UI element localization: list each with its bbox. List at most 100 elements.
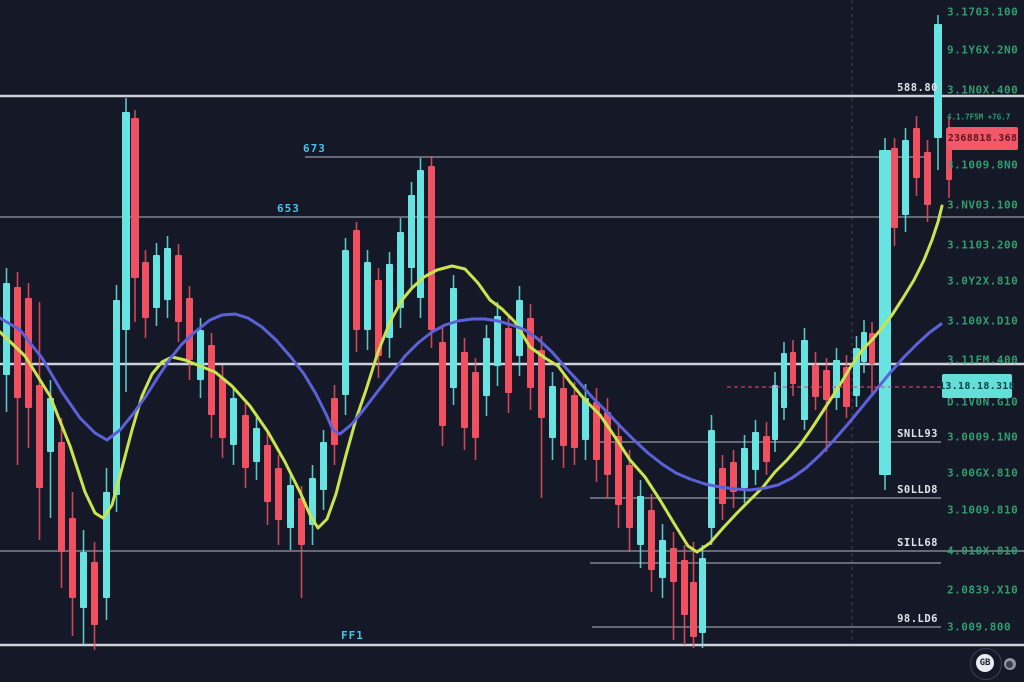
candle-body xyxy=(69,518,76,598)
candle-body xyxy=(230,398,237,445)
candle-body xyxy=(571,395,578,448)
candle-body xyxy=(450,288,457,388)
candle-body xyxy=(781,353,787,408)
candle-body xyxy=(186,298,193,360)
candle-body xyxy=(699,558,706,633)
line-label: S0LLD8 xyxy=(897,484,938,496)
candle-body xyxy=(417,170,424,298)
candle-body xyxy=(763,436,770,462)
candle-body xyxy=(253,428,260,462)
price-axis-label: 3.00GX.810 xyxy=(947,466,1019,480)
price-axis-label: 4.1.7F5M +7G.7 xyxy=(947,112,1011,122)
candle-body xyxy=(342,250,349,395)
candle-body xyxy=(527,318,534,388)
candle-body xyxy=(142,262,149,318)
price-axis-label: 4.010X.810 xyxy=(947,544,1019,558)
candle-body xyxy=(505,328,512,393)
candle-body xyxy=(752,432,759,470)
candle-body xyxy=(494,316,501,366)
candle-body xyxy=(772,385,778,440)
candle-body xyxy=(879,150,891,475)
candle-body xyxy=(208,345,215,415)
price-axis-label: 3.1009.8N0 xyxy=(947,158,1019,172)
candle-body xyxy=(428,166,435,330)
candle-body xyxy=(439,342,446,426)
price-axis-label: 3.1009.810 xyxy=(947,503,1019,517)
logo-button-icon[interactable]: GB xyxy=(976,654,994,672)
candle-body xyxy=(801,340,808,420)
candle-body xyxy=(593,402,600,460)
candle-body xyxy=(812,365,819,397)
candle-body xyxy=(320,442,327,490)
candle-body xyxy=(58,442,65,552)
line-label: 98.LD6 xyxy=(897,613,938,625)
candle-body xyxy=(549,386,556,438)
candle-body xyxy=(538,350,545,418)
candle-body xyxy=(626,465,633,528)
signal-price-tag-cyan: 13.18.18.318 xyxy=(939,374,1015,398)
price-axis-label: 3.0009.1N0 xyxy=(947,430,1019,444)
price-axis-label: 3.100X.D10 xyxy=(947,314,1019,328)
line-label: SILL68 xyxy=(897,537,938,549)
candle-body xyxy=(242,415,249,468)
candle-body xyxy=(80,552,87,608)
candle-body xyxy=(461,352,468,428)
candle-body xyxy=(730,462,737,492)
candle-body xyxy=(153,255,160,308)
candle-body xyxy=(560,388,567,446)
candle-body xyxy=(113,300,120,495)
chart-logo-buttons: GB xyxy=(962,648,1022,680)
candle-body xyxy=(91,562,98,625)
candle-body xyxy=(197,330,204,380)
candle-body xyxy=(364,262,371,330)
level-label: 673 xyxy=(303,142,326,155)
secondary-logo-icon[interactable] xyxy=(1004,658,1016,670)
price-axis-label: 3.1103.200 xyxy=(947,238,1019,252)
candle-body xyxy=(298,498,305,545)
candle-body xyxy=(14,287,21,398)
price-axis-label: 3.11FM.400 xyxy=(947,353,1019,367)
candle-body xyxy=(131,118,139,278)
candle-body xyxy=(164,248,171,300)
candle-body xyxy=(902,140,909,215)
candle-body xyxy=(648,510,655,570)
price-axis-label: 9.1Y6X.2N0 xyxy=(947,43,1019,57)
candle-body xyxy=(670,548,677,582)
level-label: 653 xyxy=(277,202,300,215)
candle-body xyxy=(375,280,382,356)
candle-body xyxy=(287,485,294,528)
candle-body xyxy=(103,492,110,598)
candle-body xyxy=(741,448,748,488)
candle-body xyxy=(483,338,490,396)
candle-body xyxy=(615,436,622,505)
price-axis-label: 3.0Y2X.810 xyxy=(947,274,1019,288)
candle-body xyxy=(690,582,697,637)
candle-body xyxy=(397,232,404,308)
candle-body xyxy=(637,496,644,545)
candle-body xyxy=(25,298,32,408)
level-label: FF1 xyxy=(341,629,364,642)
candle-body xyxy=(659,540,666,578)
candle-body xyxy=(353,230,360,330)
price-axis-label: 3.1703.100 xyxy=(947,5,1019,19)
candle-body xyxy=(924,152,931,205)
candle-body xyxy=(122,112,130,330)
candle-body xyxy=(36,385,43,488)
candle-body xyxy=(47,398,54,452)
price-axis-label: 2.0839.X10 xyxy=(947,583,1019,597)
candle-body xyxy=(472,372,479,438)
candle-body xyxy=(264,445,271,502)
candle-body xyxy=(681,560,688,615)
candle-body xyxy=(934,24,942,138)
candle-body xyxy=(3,283,10,375)
ma-slow-purple xyxy=(0,312,943,492)
candle-body xyxy=(913,128,920,178)
candle-body xyxy=(582,398,589,440)
price-axis-label: 3.1N0X.400 xyxy=(947,83,1019,97)
candle-body xyxy=(823,370,830,400)
candle-body xyxy=(408,195,415,268)
candle-body xyxy=(708,430,715,528)
ma-fast-yellow xyxy=(0,204,944,554)
